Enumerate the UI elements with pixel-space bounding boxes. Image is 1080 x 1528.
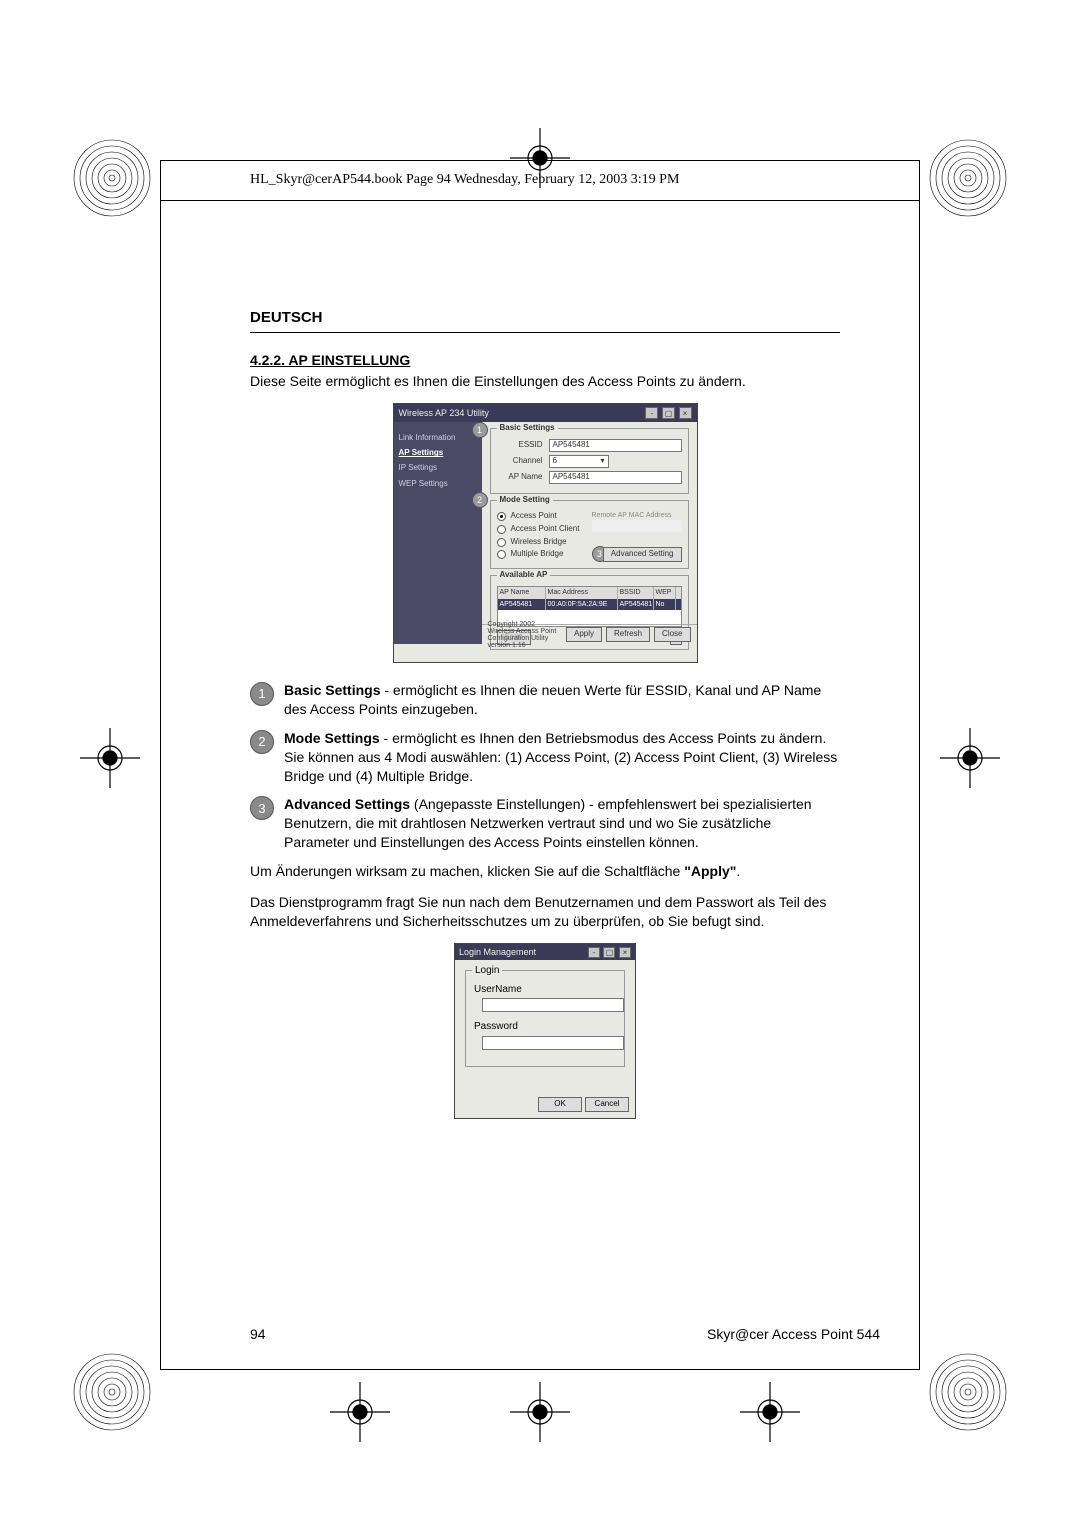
restore-icon[interactable]: ▢ [603,947,615,958]
nav-ap-settings[interactable]: AP Settings [399,445,477,460]
nav-link-info[interactable]: Link Information [399,430,477,445]
login-titlebar: Login Management - ▢ × [455,944,635,960]
login-title: Login Management [459,946,536,958]
cancel-button[interactable]: Cancel [585,1097,629,1112]
radio-ap[interactable] [497,512,506,521]
header-rule [160,200,920,201]
callout-1-icon: 1 [472,422,488,438]
callout-2-icon: 2 [472,492,488,508]
radio-mbridge[interactable] [497,550,506,559]
content-area: DEUTSCH 4.2.2. AP EINSTELLUNG Diese Seit… [250,308,840,1119]
fieldset-mode: Mode Setting Access Point Access Point C… [490,500,689,569]
col-mac: Mac Address [546,587,618,598]
radio-ap-client[interactable] [497,525,506,534]
login-fieldset: Login UserName Password [465,970,625,1067]
item-3-title: Advanced Settings [284,796,410,812]
col-bssid: BSSID [618,587,654,598]
reg-mark-right [940,728,1000,788]
badge-3: 3 [250,796,274,820]
doc-header-meta: HL_Skyr@cerAP544.book Page 94 Wednesday,… [250,172,679,188]
badge-1: 1 [250,682,274,706]
label-remote-mac: Remote AP MAC Address [592,511,682,520]
select-channel[interactable]: 6▾ [549,455,609,468]
item-2: 2 Mode Settings - ermöglicht es Ihnen de… [250,729,840,786]
apply-button[interactable]: Apply [566,627,602,642]
apply-paragraph: Um Änderungen wirksam zu machen, klicken… [250,862,840,881]
minimize-icon[interactable]: - [645,407,658,419]
screenshot-login: Login Management - ▢ × Login UserName Pa… [454,943,636,1119]
crop-mark-bl [72,1352,152,1432]
screenshot-ap-utility: Wireless AP 234 Utility - ▢ × Link Infor… [393,403,698,663]
table-row[interactable]: AP545481 00:A0:0F:5A:2A:9E AP545481 No [498,599,681,610]
window-titlebar: Wireless AP 234 Utility - ▢ × [394,404,697,422]
login-legend: Login [472,964,502,978]
heading-language: DEUTSCH [250,308,840,333]
item-2-title: Mode Settings [284,730,380,746]
sidebar-nav: Link Information AP Settings IP Settings… [394,422,482,644]
crop-mark-br [928,1352,1008,1432]
login-window-buttons: - ▢ × [587,946,631,958]
page-number: 94 [250,1326,266,1342]
label-channel: Channel [497,456,543,467]
ok-button[interactable]: OK [538,1097,582,1112]
restore-icon[interactable]: ▢ [662,407,675,419]
label-password: Password [474,1020,616,1034]
advanced-setting-button[interactable]: Advanced Setting [603,547,682,562]
label-apname: AP Name [497,472,543,483]
reg-mark-bottom [510,1382,570,1442]
input-apname[interactable]: AP545481 [549,471,682,484]
radio-wbridge[interactable] [497,538,506,547]
footer-product: Skyr@cer Access Point 544 [707,1326,880,1342]
fieldset-basic: Basic Settings ESSID AP545481 Channel 6▾… [490,428,689,494]
close-button[interactable]: Close [654,627,690,642]
label-essid: ESSID [497,440,543,451]
close-icon[interactable]: × [619,947,631,958]
copyright-text: Copyright 2002 Wireless Access Point Con… [488,621,563,649]
col-wep: WEP [654,587,676,598]
crop-mark-tl [72,138,152,218]
label-username: UserName [474,983,616,997]
main-panel: 1 Basic Settings ESSID AP545481 Channel … [482,422,697,644]
input-essid[interactable]: AP545481 [549,439,682,452]
intro-paragraph: Diese Seite ermöglicht es Ihnen die Eins… [250,372,840,391]
close-icon[interactable]: × [679,407,692,419]
heading-section: 4.2.2. AP EINSTELLUNG [250,351,840,370]
input-password[interactable] [482,1036,624,1050]
item-3: 3 Advanced Settings (Angepasste Einstell… [250,795,840,852]
item-1: 1 Basic Settings - ermöglicht es Ihnen d… [250,681,840,719]
legend-mode: Mode Setting [497,495,553,506]
window-footer: Copyright 2002 Wireless Access Point Con… [482,624,697,644]
item-1-title: Basic Settings [284,682,380,698]
col-apname: AP Name [498,587,546,598]
chevron-down-icon: ▾ [600,456,604,467]
reg-mark-bottom-3 [740,1382,800,1442]
window-buttons: - ▢ × [644,407,691,419]
legend-basic: Basic Settings [497,423,558,434]
legend-available: Available AP [497,570,551,581]
reg-mark-bottom-2 [330,1382,390,1442]
nav-wep-settings[interactable]: WEP Settings [399,476,477,491]
input-username[interactable] [482,998,624,1012]
crop-mark-tr [928,138,1008,218]
nav-ip-settings[interactable]: IP Settings [399,460,477,475]
login-paragraph: Das Dienstprogramm fragt Sie nun nach de… [250,893,840,931]
refresh-button[interactable]: Refresh [606,627,650,642]
minimize-icon[interactable]: - [588,947,600,958]
input-remote-mac[interactable] [592,520,682,532]
window-title: Wireless AP 234 Utility [399,407,489,419]
badge-2: 2 [250,730,274,754]
reg-mark-left [80,728,140,788]
